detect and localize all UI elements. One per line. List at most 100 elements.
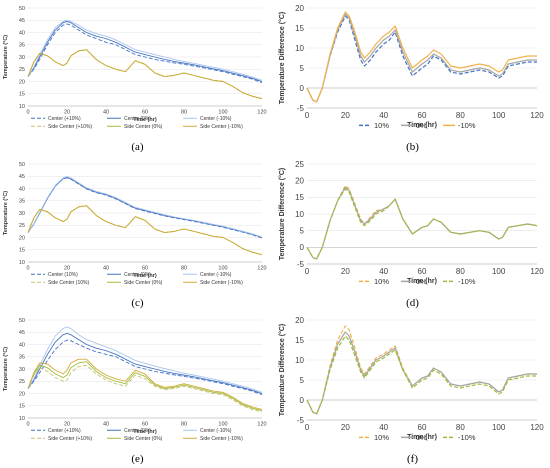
x-tick-label: 40 (379, 267, 388, 276)
y-tick-label: 25 (19, 379, 25, 385)
y-tick-label: 50 (19, 318, 25, 324)
y-tick-label: 5 (300, 64, 305, 73)
y-tick-label: 45 (19, 330, 25, 336)
series-line-0 (306, 325, 537, 415)
y-tick-label: 30 (19, 367, 25, 373)
x-tick-label: 20 (341, 423, 350, 432)
y-tick-label: 15 (295, 24, 304, 33)
chart-e-svg: 10 15 20 25 30 35 40 45 50 0 20 40 60 80 100 120 Time (h… (3, 318, 267, 442)
series-line-1 (306, 13, 537, 103)
series-line-1 (306, 331, 537, 415)
chart-panel-b: -5 0 5 10 15 20 0 20 40 60 80 100 120 Time (hr) Temper… (275, 0, 550, 156)
y-tick-label: 10 (19, 104, 25, 110)
caption-e: (e) (131, 453, 144, 465)
y-axis-label: Temperature (°C) (3, 35, 9, 79)
x-tick-label: 80 (181, 422, 187, 428)
legend-entry: Center (0%) (124, 428, 151, 434)
legend-entry: 0% (416, 277, 427, 286)
x-axis-label: Time (hr) (407, 434, 437, 441)
y-tick-label: 40 (19, 30, 25, 36)
series-line-5 (27, 205, 263, 256)
series-line-3 (27, 364, 263, 413)
x-tick-label: 120 (257, 422, 266, 428)
legend-entry: Center (-10%) (200, 428, 232, 434)
legend-entry: Side Center (-10%) (200, 436, 243, 442)
series-line-0 (306, 15, 537, 103)
chart-panel-c: 10 15 20 25 30 35 40 45 50 0 20 40 60 80 100 120 Time (h… (0, 156, 275, 312)
chart-panel-d: -5 0 5 10 15 20 25 0 20 40 60 80 100 120 Time (hr) Temp… (275, 156, 550, 312)
legend-entry: Side Center (-10%) (200, 124, 243, 130)
y-tick-label: 40 (19, 186, 25, 192)
legend-entry: Center (-10%) (200, 272, 232, 278)
x-tick-label: 100 (492, 423, 506, 432)
y-tick-label: 35 (19, 199, 25, 205)
y-tick-label: 30 (19, 55, 25, 61)
legend-entry: Center (0%) (124, 272, 151, 278)
series-line-2 (27, 19, 263, 81)
y-tick-label: 20 (295, 176, 304, 185)
caption-c: (c) (131, 297, 144, 309)
x-tick-label: 60 (418, 423, 427, 432)
series-line-5 (27, 49, 263, 100)
y-tick-label: 15 (19, 404, 25, 410)
x-tick-label: 80 (456, 423, 465, 432)
x-tick-label: 100 (218, 422, 227, 428)
chart-panel-a: 10 15 20 25 30 35 40 45 50 0 20 40 60 80 100 120 Time (h… (0, 0, 275, 156)
y-axis-label: Temperature (°C) (3, 191, 9, 235)
x-tick-label: 40 (103, 422, 109, 428)
legend-entry: 10% (374, 433, 389, 442)
x-tick-label: 60 (142, 422, 148, 428)
series-line-2 (306, 335, 537, 415)
x-tick-label: 40 (103, 110, 109, 116)
y-tick-label: -5 (297, 260, 305, 269)
series-line-0 (306, 185, 538, 260)
y-tick-label: 50 (19, 162, 25, 168)
series-line-0 (27, 177, 263, 239)
legend-entry: Side Center (0%) (124, 436, 163, 442)
x-tick-label: 120 (530, 423, 544, 432)
x-tick-label: 20 (341, 267, 350, 276)
y-tick-label: 10 (295, 44, 304, 53)
y-tick-label: 30 (19, 211, 25, 217)
x-axis-label: Time (hr) (133, 273, 157, 279)
chart-panel-f: -5 0 5 10 15 20 0 20 40 60 80 100 120 Time (hr) Temper… (275, 312, 550, 468)
x-tick-label: 20 (64, 266, 70, 272)
y-tick-label: 0 (300, 84, 305, 93)
y-tick-label: -5 (297, 104, 305, 113)
series-line-1 (27, 333, 263, 394)
series-line-0 (27, 23, 263, 84)
x-tick-label: 60 (418, 267, 427, 276)
y-tick-label: 10 (295, 210, 304, 219)
legend-entry: Center (0%) (124, 116, 151, 122)
x-tick-label: 80 (456, 111, 465, 120)
y-tick-label: 25 (295, 160, 304, 169)
chart-a-svg: 10 15 20 25 30 35 40 45 50 0 20 40 60 80 100 120 Time (h… (3, 6, 267, 130)
x-tick-label: 0 (26, 266, 29, 272)
x-tick-label: 100 (218, 110, 227, 116)
x-tick-label: 60 (142, 266, 148, 272)
legend-entry: 10% (374, 121, 389, 130)
legend-entry: Side Center (+10%) (48, 436, 92, 442)
legend-entry: -10% (458, 277, 476, 286)
series-line-1 (27, 21, 263, 82)
y-tick-label: 35 (19, 43, 25, 49)
legend-entry: Center (-10%) (200, 116, 232, 122)
y-tick-label: 0 (300, 243, 305, 252)
x-tick-label: 60 (142, 110, 148, 116)
x-tick-label: 100 (492, 267, 506, 276)
x-tick-label: 120 (530, 267, 544, 276)
x-tick-label: 120 (257, 110, 266, 116)
legend-entry: -10% (458, 121, 476, 130)
legend-entry: Side Center (0%) (124, 280, 163, 286)
y-tick-label: 5 (300, 226, 305, 235)
series-line-2 (27, 326, 263, 393)
x-axis-label: Time (hr) (407, 122, 437, 129)
x-tick-label: 100 (492, 111, 506, 120)
y-tick-label: 15 (19, 92, 25, 98)
legend-entry: 0% (416, 433, 427, 442)
y-tick-label: 35 (19, 355, 25, 361)
series-line-4 (27, 361, 263, 412)
